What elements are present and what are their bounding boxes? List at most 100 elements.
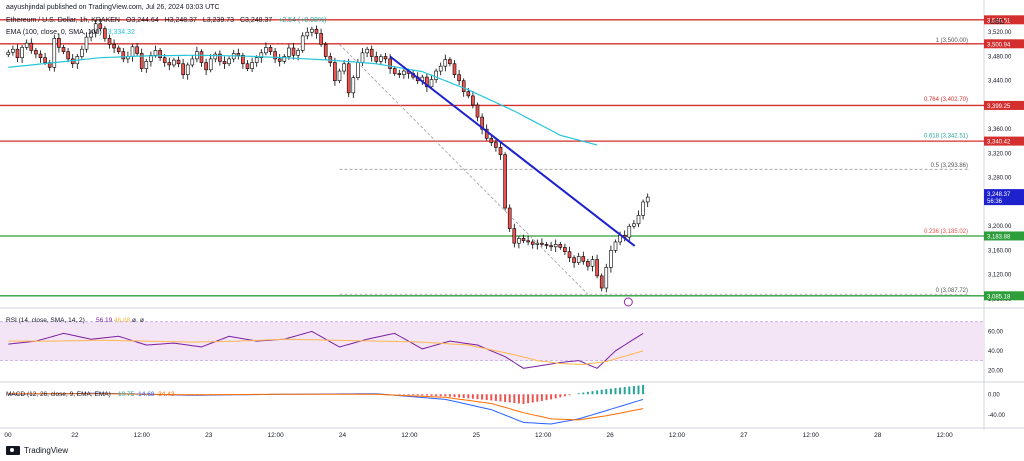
candle-body: [98, 23, 103, 29]
macd-histogram-bar: [600, 389, 603, 395]
candle-body: [264, 47, 268, 54]
candle-body: [521, 238, 526, 242]
candle-body: [273, 51, 277, 60]
time-tick-label: 25: [473, 432, 481, 439]
candle-body: [369, 48, 374, 57]
price-tick-label: 3,480.00: [988, 54, 1012, 60]
candle-body: [572, 257, 576, 263]
fib-level-label: 1 (3,500.00): [936, 38, 968, 44]
macd-histogram-bar: [550, 394, 553, 400]
time-tick-label: 12:00: [936, 432, 953, 439]
tradingview-logo[interactable]: TradingView: [6, 446, 68, 455]
candle-body: [38, 53, 43, 59]
candle-body: [222, 61, 227, 65]
price-tick-label: 3,440.00: [988, 79, 1012, 85]
candle-body: [609, 250, 613, 268]
candle-body: [627, 225, 632, 238]
macd-histogram-bar: [596, 390, 599, 395]
time-tick-label: 12:00: [803, 432, 820, 439]
time-tick-label: 22: [71, 432, 79, 439]
candle-body: [448, 59, 452, 65]
macd-histogram-bar: [623, 387, 626, 395]
fib-level-label: 0.764 (3,402.70): [924, 97, 968, 103]
macd-histogram-bar: [7, 394, 10, 395]
rsi-tick-label: 40.00: [988, 349, 1004, 355]
candle-body: [139, 53, 144, 69]
candle-body: [116, 47, 121, 52]
macd-histogram-bar: [481, 394, 484, 400]
candle-body: [466, 91, 471, 97]
candle-body: [632, 223, 636, 227]
publisher-line: aayushjindal published on TradingView.co…: [6, 4, 224, 11]
candle-body: [199, 51, 204, 63]
resistance-level-label: 3,399.25: [987, 104, 1011, 110]
event-marker-icon: [623, 297, 633, 307]
publisher-text: aayushjindal published on TradingView.co…: [6, 4, 220, 11]
time-tick-label: 23: [205, 432, 213, 439]
candle-body: [176, 59, 181, 65]
candle-body: [310, 28, 314, 33]
candle-body: [590, 259, 595, 267]
macd-histogram-bar: [632, 386, 635, 395]
time-tick-label: 24: [339, 432, 347, 439]
candle-body: [586, 261, 590, 267]
resistance-level-label: 3,540.51: [987, 18, 1011, 24]
candle-body: [480, 116, 484, 130]
macd-histogram-bar: [425, 394, 428, 396]
candle-body: [130, 46, 135, 57]
macd-histogram-bar: [402, 394, 405, 395]
bearish-trendline: [389, 55, 636, 247]
candle-body: [89, 31, 93, 38]
candle-body: [438, 65, 443, 72]
resistance-level-tag: [984, 15, 1024, 25]
macd-histogram-bar: [563, 394, 566, 397]
price-tick-label: 3,360.00: [988, 127, 1012, 133]
change-value: +2.54 (+0.08%): [278, 17, 327, 24]
price-tick-label: 3,280.00: [988, 176, 1012, 182]
symbol-name[interactable]: Ethereum / U.S. Dollar, 1h, KRAKEN: [6, 17, 120, 24]
fib-diagonal: [339, 44, 589, 295]
candle-body: [360, 52, 365, 63]
candle-body: [383, 56, 388, 60]
candle-body: [29, 42, 34, 51]
ema-label: EMA (100, close, 0, SMA, 100): [6, 29, 102, 36]
candle-body: [553, 244, 558, 248]
candle-body: [342, 63, 346, 72]
last-price-label: 3,248.37: [987, 192, 1011, 198]
candle-body: [636, 214, 641, 225]
candle-body: [526, 240, 530, 243]
macd-histogram-bar: [605, 389, 608, 395]
candle-body: [512, 228, 517, 244]
macd-tick-label: -40.00: [988, 413, 1006, 419]
macd-histogram-bar: [494, 394, 497, 401]
candle-body: [498, 147, 503, 155]
candle-body: [507, 207, 512, 229]
support-level-label: 3,085.18: [987, 294, 1011, 300]
candle-body: [277, 58, 282, 62]
macd-histogram-bar: [421, 394, 424, 396]
ema-line: [8, 54, 598, 146]
time-tick-label: 12:00: [535, 432, 552, 439]
macd-histogram-bar: [453, 394, 456, 398]
rsi-ma-value: 46.88: [114, 317, 131, 324]
candle-body: [66, 51, 70, 60]
macd-histogram-bar: [513, 394, 516, 403]
rsi-tick-label: 20.00: [988, 368, 1004, 374]
macd-histogram-bar: [559, 394, 562, 398]
candle-body: [121, 51, 126, 60]
candle-body: [544, 244, 549, 246]
macd-histogram-bar: [609, 388, 612, 395]
time-tick-label: 12:00: [134, 432, 151, 439]
candle-body: [599, 275, 604, 289]
rsi-ma-line: [8, 338, 644, 366]
brand-name: TradingView: [24, 446, 69, 455]
candle-body: [204, 62, 208, 71]
ema-legend[interactable]: EMA (100, close, 0, SMA, 100) 3,334.32: [6, 29, 139, 36]
macd-histogram-bar: [522, 394, 525, 404]
candle-body: [461, 80, 466, 92]
macd-histogram-bar: [462, 394, 465, 398]
candle-body: [287, 47, 291, 57]
candle-body: [34, 50, 38, 55]
